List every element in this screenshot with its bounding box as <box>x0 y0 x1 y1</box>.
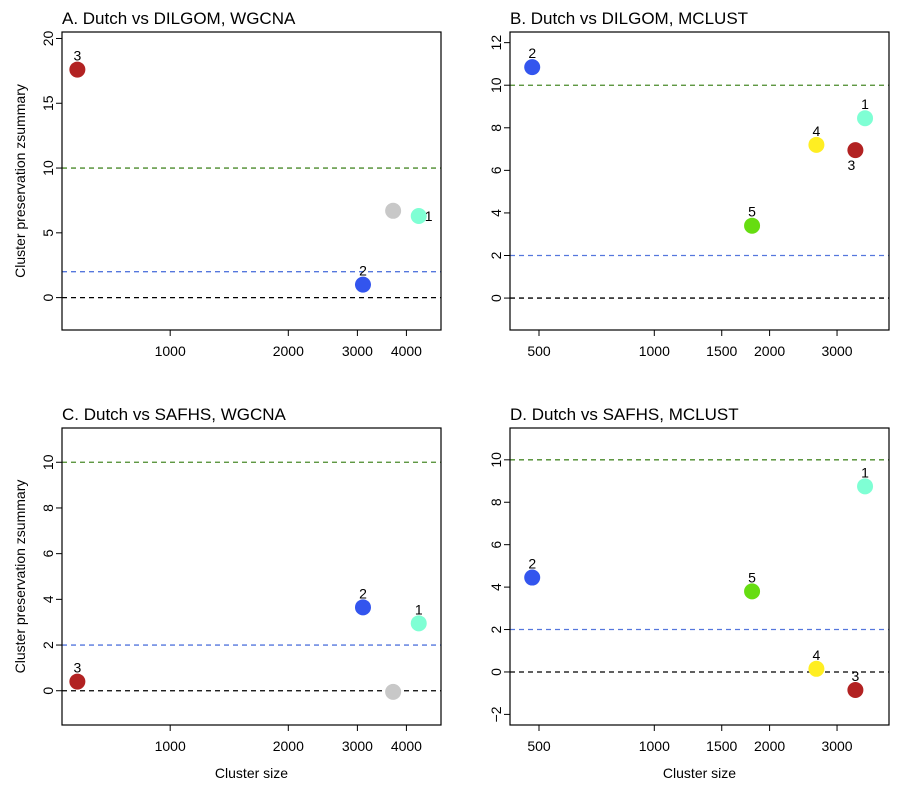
y-tick-label: 8 <box>40 504 56 512</box>
x-tick-label: 3000 <box>342 738 373 754</box>
data-point <box>744 217 761 234</box>
y-tick-label: 12 <box>488 35 504 51</box>
y-tick-label: 8 <box>488 124 504 132</box>
x-axis-label: Cluster size <box>663 765 736 781</box>
y-tick-label: 6 <box>488 541 504 549</box>
y-tick-label: 0 <box>40 687 56 695</box>
data-point <box>847 142 864 159</box>
x-tick-label: 2000 <box>754 343 785 359</box>
y-tick-label: 0 <box>488 294 504 302</box>
y-tick-label: 15 <box>40 95 56 111</box>
point-label: 4 <box>813 123 821 139</box>
point-label: 5 <box>748 569 756 585</box>
y-tick-label: 2 <box>488 625 504 633</box>
data-point <box>744 583 761 600</box>
data-point <box>354 599 371 616</box>
plot-frame <box>61 427 442 726</box>
x-tick-label: 1000 <box>155 343 186 359</box>
panel-title: C. Dutch vs SAFHS, WGCNA <box>62 405 287 424</box>
x-tick-label: 3000 <box>821 738 852 754</box>
data-point <box>857 478 874 495</box>
point-label: 3 <box>73 660 81 676</box>
x-tick-label: 4000 <box>391 343 422 359</box>
y-tick-label: 0 <box>40 294 56 302</box>
data-point <box>524 569 541 586</box>
point-label: 2 <box>359 263 367 279</box>
data-point <box>410 207 427 224</box>
y-tick-label: 4 <box>488 209 504 217</box>
data-point <box>410 615 427 632</box>
x-tick-label: 2000 <box>273 343 304 359</box>
data-point <box>69 673 86 690</box>
point-label: 2 <box>528 45 536 61</box>
point-label: 3 <box>847 157 855 173</box>
panel-title: A. Dutch vs DILGOM, WGCNA <box>62 9 296 28</box>
y-tick-label: 6 <box>488 166 504 174</box>
y-tick-label: 10 <box>40 454 56 470</box>
data-point <box>385 202 402 219</box>
y-tick-label: 10 <box>40 160 56 176</box>
x-tick-label: 1500 <box>706 343 737 359</box>
point-label: 1 <box>415 601 423 617</box>
point-label: 4 <box>813 647 821 663</box>
panel-c: C. Dutch vs SAFHS, WGCNA 1000 2000 3000 4000… <box>12 405 442 781</box>
y-tick-label: 2 <box>40 641 56 649</box>
x-axis-label: Cluster size <box>215 765 288 781</box>
y-tick-label: −2 <box>488 706 504 722</box>
data-point <box>385 683 402 700</box>
y-tick-label: 20 <box>40 30 56 46</box>
point-label: 3 <box>851 668 859 684</box>
panel-a: A. Dutch vs DILGOM, WGCNA 1000 2000 3000 400… <box>12 9 442 359</box>
y-tick-label: 0 <box>488 668 504 676</box>
x-tick-label: 3000 <box>342 343 373 359</box>
y-tick-label: 4 <box>40 595 56 603</box>
panel-title: D. Dutch vs SAFHS, MCLUST <box>510 405 739 424</box>
plot-frame <box>61 31 442 331</box>
x-tick-label: 500 <box>527 343 551 359</box>
point-label: 1 <box>425 208 433 224</box>
y-axis-label: Cluster preservation zsummary <box>12 84 28 278</box>
panel-b: B. Dutch vs DILGOM, MCLUST 500 1000 1500 200… <box>488 9 890 359</box>
x-tick-label: 1500 <box>706 738 737 754</box>
x-tick-label: 1000 <box>639 343 670 359</box>
data-point <box>808 136 825 153</box>
x-tick-label: 4000 <box>391 738 422 754</box>
y-tick-label: 2 <box>488 251 504 259</box>
point-label: 2 <box>528 556 536 572</box>
data-point <box>69 61 86 78</box>
panel-title: B. Dutch vs DILGOM, MCLUST <box>510 9 748 28</box>
y-tick-label: 4 <box>488 583 504 591</box>
point-label: 3 <box>73 48 81 64</box>
y-tick-label: 10 <box>488 77 504 93</box>
y-tick-label: 5 <box>40 229 56 237</box>
x-tick-label: 2000 <box>754 738 785 754</box>
point-label: 1 <box>861 464 869 480</box>
data-point <box>354 276 371 293</box>
point-label: 2 <box>359 585 367 601</box>
y-tick-label: 8 <box>488 498 504 506</box>
data-point <box>847 681 864 698</box>
data-point <box>857 110 874 127</box>
plot-frame <box>509 31 890 331</box>
y-tick-label: 6 <box>40 550 56 558</box>
data-point <box>808 660 825 677</box>
point-label: 1 <box>861 96 869 112</box>
x-tick-label: 500 <box>527 738 551 754</box>
panel-d: D. Dutch vs SAFHS, MCLUST 500 1000 1500 2000… <box>488 405 890 781</box>
point-label: 5 <box>748 204 756 220</box>
x-tick-label: 2000 <box>273 738 304 754</box>
data-point <box>524 59 541 76</box>
x-tick-label: 1000 <box>639 738 670 754</box>
y-tick-label: 10 <box>488 452 504 468</box>
plot-frame <box>509 427 890 726</box>
x-tick-label: 3000 <box>821 343 852 359</box>
y-axis-label: Cluster preservation zsummary <box>12 480 28 674</box>
x-tick-label: 1000 <box>155 738 186 754</box>
